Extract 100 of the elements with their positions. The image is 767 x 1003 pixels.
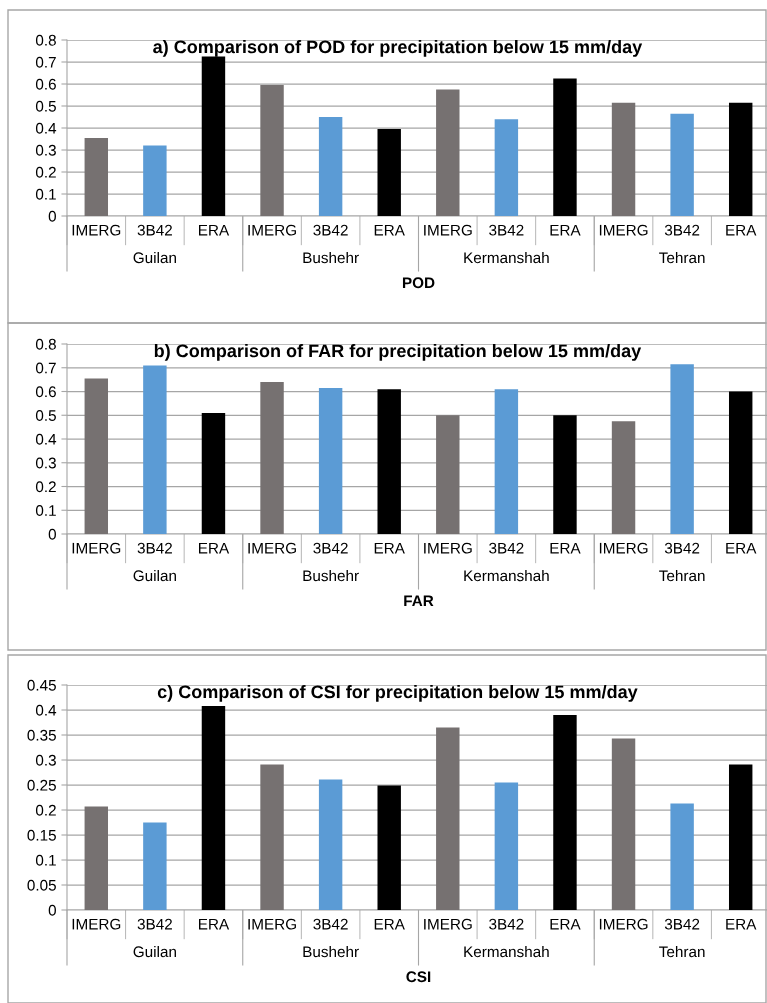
x-tick-label: IMERG (72, 542, 121, 554)
x-tick-label: IMERG (599, 542, 648, 554)
bar (377, 785, 401, 910)
x-tick-label: 3B42 (137, 542, 172, 554)
bar (611, 421, 636, 534)
x-tick-label: 3B42 (137, 224, 172, 236)
x-tick-label: ERA (199, 542, 230, 554)
x-tick-label: ERA (374, 224, 405, 236)
bar (728, 764, 753, 910)
x-tick-label: 3B42 (664, 542, 700, 554)
bar (201, 706, 226, 910)
bar (728, 391, 753, 534)
x-tick-label: ERA (199, 918, 230, 930)
y-tick-label: 0.5 (35, 100, 56, 112)
x-tick-label: IMERG (72, 918, 121, 930)
y-tick-label: 0.35 (27, 729, 56, 741)
x-tick-label: 3B42 (489, 224, 524, 236)
x-tick-label: IMERG (248, 224, 296, 236)
y-tick-label: 0.8 (35, 338, 56, 350)
x-tick-label: IMERG (599, 918, 648, 930)
bar (611, 738, 636, 910)
bar (436, 89, 460, 216)
y-tick-label: 0.2 (35, 166, 56, 178)
text: Kermanshah (464, 569, 549, 582)
x-tick-label: ERA (726, 542, 757, 554)
y-tick-label: 0 (48, 210, 56, 222)
bar (377, 129, 401, 216)
bar (260, 764, 284, 910)
chart-title: a) Comparison of POD for precipitation below 15 mm/day (153, 40, 643, 57)
bar (260, 85, 284, 216)
y-tick-label: 0.05 (27, 879, 56, 891)
bar (670, 364, 694, 534)
y-tick-label: 0.6 (35, 78, 56, 90)
x-tick-label: IMERG (424, 224, 472, 236)
bar (494, 119, 519, 216)
bar (553, 415, 577, 534)
y-tick-label: 0.3 (35, 457, 56, 469)
x-axis-title: FAR (404, 595, 434, 607)
x-tick-label: 3B42 (664, 918, 700, 930)
y-tick-label: 0.3 (35, 754, 56, 766)
x-tick-label: ERA (374, 918, 405, 930)
x-tick-label: ERA (550, 542, 581, 554)
x-tick-label: IMERG (599, 224, 648, 236)
y-tick-label: 0.1 (35, 854, 56, 866)
chart-title: b) Comparison of FAR for precipitation below 15 mm/day (154, 344, 642, 361)
x-tick-label: 3B42 (313, 542, 348, 554)
chart-title: c) Comparison of CSI for precipitation below 15 mm/day (157, 685, 638, 702)
text: Guilan (133, 251, 176, 264)
bar (84, 378, 109, 534)
y-tick-label: 0.4 (35, 433, 57, 445)
x-tick-label: ERA (550, 918, 581, 930)
x-tick-label: ERA (550, 224, 581, 236)
x-tick-label: 3B42 (489, 918, 524, 930)
bar (201, 56, 226, 216)
y-tick-label: 0.45 (27, 679, 56, 691)
bar (553, 78, 577, 216)
y-tick-label: 0.4 (35, 122, 57, 134)
bar (260, 382, 284, 534)
y-tick-label: 0.2 (35, 804, 56, 816)
x-tick-label: ERA (726, 918, 757, 930)
y-tick-label: 0.8 (35, 34, 56, 46)
bar (143, 365, 167, 534)
y-tick-label: 0.7 (35, 362, 56, 374)
x-tick-label: IMERG (248, 918, 296, 930)
y-tick-label: 0 (48, 904, 56, 916)
bar (553, 715, 577, 910)
text: Bushehr (303, 251, 359, 264)
y-tick-label: 0.6 (35, 386, 56, 398)
bar (143, 822, 167, 910)
y-tick-label: 0.1 (35, 188, 56, 200)
text: Guilan (133, 569, 176, 582)
x-tick-label: IMERG (72, 224, 121, 236)
bar (318, 779, 343, 910)
text: Kermanshah (464, 251, 549, 264)
bar (670, 113, 694, 216)
y-tick-label: 0.4 (35, 704, 57, 716)
y-tick-label: 0.3 (35, 144, 56, 156)
bar (201, 412, 226, 534)
bar (436, 727, 460, 910)
x-tick-label: ERA (726, 224, 757, 236)
bar (436, 415, 460, 534)
bar (84, 137, 109, 216)
text: Tehran (659, 251, 705, 264)
x-tick-label: 3B42 (489, 542, 524, 554)
text: Guilan (133, 945, 176, 958)
x-axis-title: CSI (406, 971, 431, 983)
bar (494, 782, 519, 910)
x-axis-title: POD (402, 277, 435, 289)
x-tick-label: 3B42 (313, 224, 348, 236)
text: Tehran (659, 569, 705, 582)
bar (84, 806, 109, 910)
text: Bushehr (303, 945, 359, 958)
x-tick-label: IMERG (424, 542, 472, 554)
bar (611, 102, 636, 216)
y-tick-label: 0.5 (35, 410, 56, 421)
x-tick-label: ERA (199, 224, 230, 236)
y-tick-label: 0 (48, 528, 56, 540)
y-tick-label: 0.25 (27, 779, 56, 791)
bar (318, 387, 343, 534)
x-tick-label: 3B42 (137, 918, 172, 930)
